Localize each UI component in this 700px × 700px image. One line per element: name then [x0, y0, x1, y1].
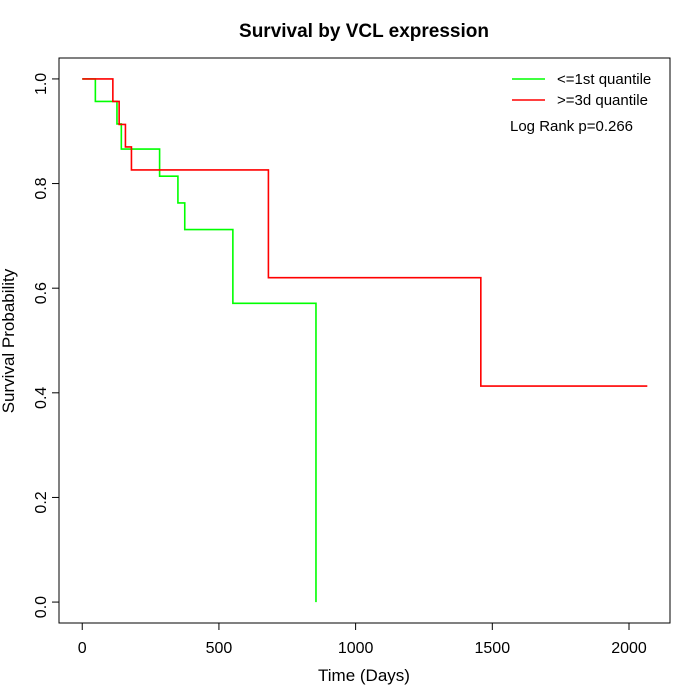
y-tick-label: 1.0 [33, 73, 50, 95]
plot-frame [58, 57, 671, 624]
y-axis: 0.0 0.2 0.4 0.6 0.8 1.0 [33, 73, 60, 618]
x-tick-label: 0 [78, 640, 87, 657]
x-tick-label: 500 [206, 640, 233, 657]
x-tick-label: 1000 [338, 640, 374, 657]
legend-label-1: <=1st quantile [557, 71, 651, 88]
y-tick-label: 0.8 [33, 177, 50, 199]
x-axis-label: Time (Days) [318, 666, 410, 685]
x-tick-label: 2000 [611, 640, 647, 657]
y-tick-label: 0.2 [33, 491, 50, 513]
chart-title: Survival by VCL expression [239, 21, 489, 42]
x-axis: 0 500 1000 1500 2000 [78, 622, 647, 657]
x-tick-label: 1500 [475, 640, 511, 657]
series-layer [82, 78, 648, 603]
log-rank-annotation: Log Rank p=0.266 [510, 118, 633, 135]
survival-curve-series-1 [82, 78, 317, 603]
survival-curve-series-2 [82, 78, 648, 387]
y-axis-label: Survival Probability [0, 268, 18, 413]
y-tick-label: 0.6 [33, 282, 50, 304]
y-tick-label: 0.0 [33, 596, 50, 618]
legend: <=1st quantile >=3d quantile [512, 71, 651, 109]
legend-label-2: >=3d quantile [557, 92, 648, 109]
y-tick-label: 0.4 [33, 387, 50, 409]
